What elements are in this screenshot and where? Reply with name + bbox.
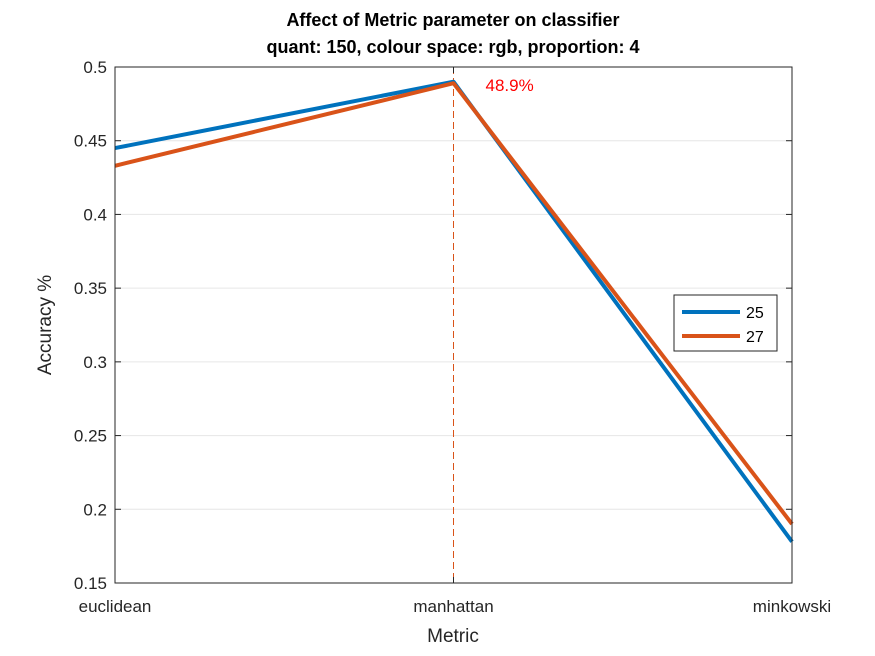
- peak-annotation: 48.9%: [486, 76, 534, 95]
- tick-labels: 0.15 0.2 0.25 0.3 0.35 0.4 0.45 0.5 euclidean man…: [74, 58, 831, 616]
- y-tick-label: 0.3: [83, 353, 107, 372]
- y-tick-label: 0.25: [74, 427, 107, 446]
- legend-label: 27: [746, 329, 764, 346]
- series-lines: [114, 79, 794, 543]
- series-line-27: [114, 81, 794, 526]
- axes: [114, 66, 793, 584]
- x-tick-label: euclidean: [79, 597, 152, 616]
- annotations: 48.9%: [486, 76, 534, 95]
- y-tick-label: 0.5: [83, 58, 107, 77]
- chart-title: Affect of Metric parameter on classifier: [286, 10, 619, 30]
- y-tick-label: 0.2: [83, 500, 107, 519]
- x-tick-label: minkowski: [753, 597, 831, 616]
- chart-subtitle: quant: 150, colour space: rgb, proportio…: [266, 37, 639, 57]
- legend-label: 25: [746, 305, 764, 322]
- y-tick-label: 0.45: [74, 132, 107, 151]
- y-axis-label: Accuracy %: [35, 275, 56, 375]
- y-tick-label: 0.35: [74, 279, 107, 298]
- x-axis-label: Metric: [427, 626, 479, 647]
- x-tick-label: manhattan: [413, 597, 493, 616]
- legend-box: [673, 294, 778, 352]
- y-tick-label: 0.4: [83, 205, 107, 224]
- y-tick-label: 0.15: [74, 574, 107, 593]
